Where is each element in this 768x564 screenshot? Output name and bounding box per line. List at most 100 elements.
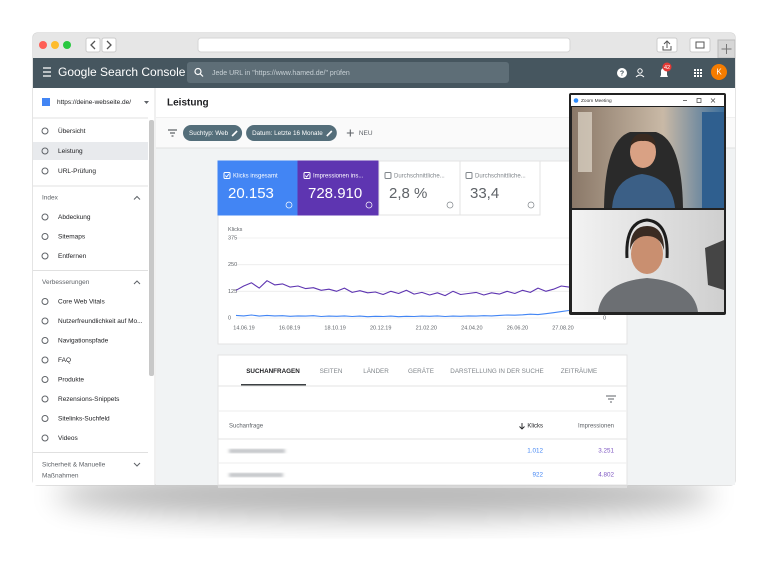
metric-checkbox[interactable]	[384, 172, 392, 179]
video-background-plant	[705, 240, 724, 290]
video-person-hair	[630, 133, 656, 147]
nav-icon	[41, 233, 49, 240]
minimize-button[interactable]	[51, 41, 59, 49]
nav-item[interactable]: Übersicht	[58, 127, 86, 135]
x-tick-label: 24.04.20	[461, 325, 482, 331]
metric-value: 20.153	[228, 185, 274, 202]
metric-card[interactable]	[378, 160, 461, 216]
users-icon-body	[635, 74, 645, 78]
filter-chip[interactable]	[246, 125, 337, 141]
menu-icon[interactable]	[43, 67, 51, 77]
property-name[interactable]: https://deine-webseite.de/	[57, 99, 131, 106]
metric-card[interactable]	[297, 160, 380, 216]
table-tab[interactable]: ZEITRÄUME	[561, 367, 597, 375]
metric-checkbox[interactable]	[465, 172, 473, 179]
info-icon[interactable]	[527, 201, 535, 209]
nav-section-title[interactable]: Sicherheit & Manuelle Maßnahmen	[42, 461, 106, 479]
nav-item[interactable]: URL-Prüfung	[58, 168, 96, 175]
close-button[interactable]	[39, 41, 47, 49]
nav-section-title[interactable]: Verbesserungen	[42, 279, 90, 286]
column-header[interactable]: Impressionen	[578, 424, 614, 430]
table-tab[interactable]: DARSTELLUNG IN DER SUCHE	[450, 368, 543, 375]
nav-icon	[41, 356, 49, 364]
table-tab[interactable]: SUCHANFRAGEN	[246, 368, 300, 375]
nav-section-toggle[interactable]	[133, 462, 141, 467]
impressions-cell: 3.251	[598, 448, 614, 455]
product-name: Google Search Console	[58, 65, 186, 79]
users-icon[interactable]	[637, 68, 643, 74]
metric-card[interactable]	[459, 160, 541, 216]
property-dropdown[interactable]	[144, 101, 149, 104]
nav-icon	[41, 147, 49, 155]
sidebar-scrollbar[interactable]	[149, 120, 154, 376]
filter-icon[interactable]	[168, 129, 177, 137]
table-tab[interactable]: GERÄTE	[408, 367, 434, 375]
zoom-window-controls[interactable]	[683, 98, 716, 103]
chart-line	[235, 279, 601, 297]
table-tab[interactable]: LÄNDER	[363, 367, 389, 375]
nav-item[interactable]: Leistung	[58, 148, 83, 155]
nav-section-toggle[interactable]	[133, 280, 141, 285]
tabs-button[interactable]	[689, 37, 711, 53]
nav-item[interactable]: Sitemaps	[58, 234, 86, 241]
nav-item[interactable]: Sitelinks-Suchfeld	[58, 416, 110, 423]
queries-table: SUCHANFRAGEN SEITEN LÄNDER GERÄTE DARSTELLUN…	[218, 367, 627, 488]
metric-label: Klicks insgesamt	[233, 174, 278, 180]
nav-icon	[41, 434, 49, 442]
apps-icon[interactable]	[694, 69, 702, 77]
metric-label: Impressionen ins...	[313, 174, 364, 180]
filter-chip[interactable]	[183, 125, 243, 141]
back-button[interactable]	[85, 37, 101, 53]
metric-label: Durchschnittliche...	[475, 174, 526, 180]
info-icon[interactable]	[446, 201, 454, 209]
nav-item-active	[33, 142, 148, 160]
search-placeholder: Jede URL in "https://www.hamed.de/" prüf…	[212, 70, 350, 77]
metric-card[interactable]	[217, 160, 299, 216]
forward-button[interactable]	[101, 37, 117, 53]
nav-item[interactable]: Produkte	[58, 377, 84, 384]
help-icon[interactable]	[617, 68, 627, 78]
nav-icon	[41, 415, 49, 422]
table-tab[interactable]: SEITEN	[320, 368, 343, 375]
new-filter-button[interactable]: NEU	[359, 130, 373, 137]
y-axis-label: Klicks	[228, 227, 243, 233]
nav-section-toggle[interactable]	[133, 195, 141, 200]
maximize-button[interactable]	[63, 41, 71, 49]
nav-item[interactable]: FAQ	[58, 357, 71, 364]
metric-value: 728.910	[308, 185, 362, 202]
nav-icon	[41, 337, 49, 344]
x-tick-label: 27.08.20	[552, 325, 573, 331]
x-tick-label: 26.06.20	[507, 325, 528, 331]
nav-icon	[41, 317, 49, 325]
nav-section-title[interactable]: Index	[42, 195, 59, 202]
column-header[interactable]: Suchanfrage	[229, 424, 264, 430]
url-search-box[interactable]	[187, 62, 509, 83]
nav-item[interactable]: Nutzerfreundlichkeit auf Mo...	[58, 318, 143, 325]
info-icon[interactable]	[365, 201, 373, 209]
clicks-cell: 1.012	[527, 448, 543, 455]
address-bar[interactable]	[197, 37, 571, 53]
nav-icon	[41, 298, 49, 305]
nav-item[interactable]: Abdeckung	[58, 214, 91, 221]
forward-icon	[106, 40, 112, 50]
avatar[interactable]	[711, 64, 727, 80]
metric-value: 33,4	[470, 185, 499, 202]
table-filter-icon[interactable]	[606, 395, 616, 403]
video-background-shelf	[578, 112, 592, 172]
nav-item[interactable]: Core Web Vitals	[58, 299, 105, 306]
nav-item[interactable]: Entfernen	[58, 253, 87, 260]
share-icon	[662, 40, 672, 51]
add-icon[interactable]	[346, 129, 354, 137]
column-header[interactable]: Klicks	[527, 424, 543, 430]
nav-item[interactable]: Navigationspfade	[58, 338, 109, 345]
avatar-initial: K	[716, 68, 722, 77]
nav-item[interactable]: Videos	[58, 435, 79, 442]
metric-checkbox[interactable]	[303, 172, 311, 179]
info-icon[interactable]	[285, 201, 293, 209]
metric-checkbox[interactable]	[223, 172, 231, 179]
nav-icon	[41, 376, 49, 383]
checkbox-check	[304, 173, 310, 178]
nav-item[interactable]: Rezensions-Snippets	[58, 396, 120, 403]
video-person-face	[631, 234, 663, 274]
